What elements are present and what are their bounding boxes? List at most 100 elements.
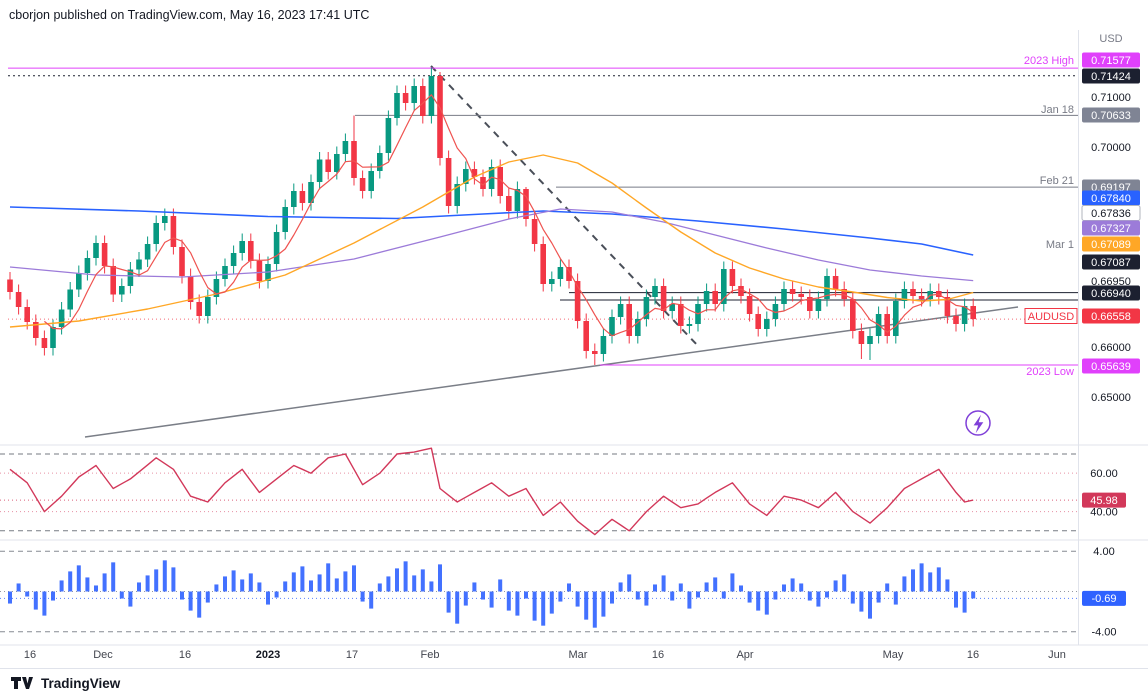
footer: TradingView <box>0 668 1148 697</box>
histogram-bar <box>343 571 348 592</box>
candle <box>402 93 409 103</box>
level-label: 2023 Low <box>1026 366 1074 378</box>
histogram-bar <box>438 564 442 592</box>
level-label: Feb 21 <box>1040 175 1074 187</box>
candle <box>282 207 288 232</box>
chart-canvas[interactable]: 2023 High Jan 18 Feb 21 Mar 1 2023 Low AUDUSD… <box>0 30 1148 668</box>
histogram-bar <box>8 591 12 604</box>
candle <box>824 276 830 299</box>
candle <box>187 276 194 302</box>
candle <box>33 322 39 338</box>
price-badge <box>1082 190 1140 206</box>
candle <box>110 266 116 295</box>
histogram-bar <box>532 591 537 621</box>
candle <box>721 269 727 304</box>
time-label: 16 <box>967 649 979 661</box>
candle <box>686 324 693 326</box>
candle <box>531 219 538 244</box>
candle <box>850 299 856 331</box>
rsi-line <box>9 447 974 536</box>
candle <box>101 243 108 266</box>
histogram-bar <box>94 585 98 592</box>
axis-price-label: 0.66000 <box>1091 342 1131 354</box>
histogram-bar <box>76 565 81 592</box>
histogram-bar <box>661 575 666 592</box>
candle <box>961 306 968 324</box>
price-badge-text: 0.70633 <box>1091 110 1131 122</box>
histogram-bar <box>197 591 202 618</box>
trendline[interactable] <box>430 65 701 349</box>
histogram-bar <box>429 581 434 592</box>
rsi-value-text: 45.98 <box>1090 495 1118 507</box>
tradingview-logo-icon[interactable] <box>10 674 34 692</box>
histogram-bar <box>463 591 468 606</box>
candle <box>136 259 142 270</box>
time-scale[interactable]: 16 Dec 16 2023 17 Feb Mar 16 Apr May 16 Jun <box>24 649 1066 661</box>
candle <box>445 158 452 206</box>
candle <box>480 177 486 189</box>
histogram-bar <box>446 591 451 613</box>
candle <box>592 351 598 354</box>
histogram-bar <box>85 577 90 592</box>
price-badge <box>1082 308 1140 324</box>
candle <box>893 301 899 336</box>
candle <box>394 93 400 118</box>
purple-ma-line[interactable] <box>9 208 974 282</box>
histogram-bar <box>876 591 881 603</box>
blue-ma-line[interactable] <box>9 206 974 256</box>
candle <box>437 76 443 158</box>
orange-ma-line[interactable] <box>9 154 974 328</box>
histogram-bar <box>524 591 528 599</box>
histogram-bar <box>962 591 967 613</box>
candle <box>205 297 211 316</box>
price-badge <box>1082 107 1140 123</box>
histogram-bar <box>618 582 623 592</box>
histogram-bar <box>506 591 511 611</box>
histogram-bar <box>154 569 159 592</box>
candle <box>643 297 650 319</box>
candle <box>316 159 323 182</box>
axis-price-label: 0.70000 <box>1091 142 1131 154</box>
histogram-bar <box>584 591 589 620</box>
histogram-bar <box>893 591 898 605</box>
histogram-bar <box>678 583 683 592</box>
level-label: Mar 1 <box>1046 239 1074 251</box>
histogram-bar <box>352 565 356 592</box>
level-label: AUDUSD <box>1028 311 1075 323</box>
histogram-bar <box>102 573 107 592</box>
candle <box>669 304 675 311</box>
histogram-bar <box>25 591 30 597</box>
price-badge <box>1082 68 1140 84</box>
histogram-bar <box>773 591 778 600</box>
boost-button[interactable] <box>965 410 991 436</box>
histogram-bar <box>558 591 563 602</box>
price-badge-text: 0.67089 <box>1091 239 1131 251</box>
histogram-bar <box>119 591 124 599</box>
candle <box>626 304 632 336</box>
trendline[interactable] <box>84 306 1019 438</box>
rsi-pane[interactable] <box>0 447 1078 536</box>
candle <box>901 289 908 301</box>
histogram-bar <box>317 574 322 592</box>
level-label: Jan 18 <box>1041 104 1074 116</box>
histogram-bar <box>541 591 546 626</box>
candle <box>678 304 684 326</box>
histogram-bar <box>377 583 382 592</box>
price-badge <box>1082 220 1140 236</box>
histogram-bar <box>395 568 399 592</box>
price-scale[interactable]: USD 0.71577 0.71424 0.71000 0.70633 0.70000 0.… <box>1081 33 1141 639</box>
candle <box>50 327 56 348</box>
candle <box>789 289 796 294</box>
red-ma-line[interactable] <box>44 94 974 337</box>
price-badge <box>1082 285 1140 301</box>
candle <box>420 86 426 116</box>
candle <box>660 286 667 311</box>
tradingview-brand[interactable]: TradingView <box>41 675 121 691</box>
price-pane[interactable]: 2023 High Jan 18 Feb 21 Mar 1 2023 Low AUDUSD <box>7 55 1078 438</box>
histogram-pane[interactable] <box>0 550 1078 633</box>
candle <box>239 241 245 253</box>
candle <box>781 289 787 304</box>
histogram-bar <box>592 591 597 628</box>
price-badge-text: 0.67327 <box>1091 223 1131 235</box>
